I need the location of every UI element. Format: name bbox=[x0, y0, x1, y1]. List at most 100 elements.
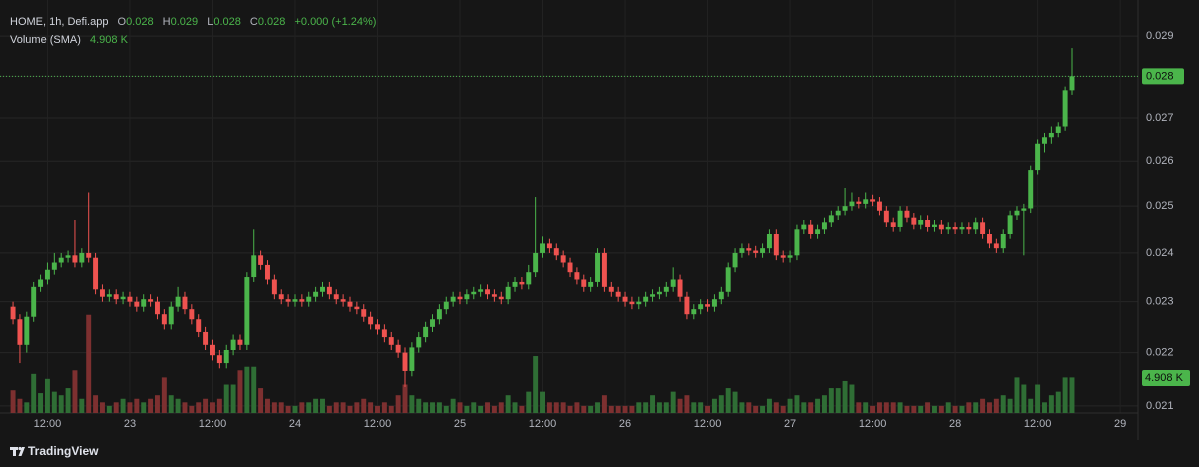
candle-body bbox=[388, 337, 394, 345]
candle-body bbox=[395, 344, 401, 353]
candle-body bbox=[258, 255, 264, 265]
candle-body bbox=[285, 299, 291, 302]
volume-bar bbox=[718, 395, 724, 413]
candle-body bbox=[904, 210, 910, 218]
volume-bar bbox=[890, 402, 896, 413]
volume-bar bbox=[883, 402, 889, 413]
volume-bar bbox=[794, 395, 800, 413]
volume-bar bbox=[340, 402, 346, 413]
candle-body bbox=[821, 222, 827, 230]
x-tick-label: 28 bbox=[949, 418, 961, 430]
volume-bar bbox=[395, 395, 401, 413]
volume-bar bbox=[265, 398, 270, 413]
candle-body bbox=[540, 243, 546, 253]
candle-body bbox=[498, 296, 504, 300]
volume-bar bbox=[629, 405, 635, 413]
volume-bar bbox=[993, 398, 999, 413]
candle-body bbox=[17, 319, 23, 345]
volume-bar bbox=[478, 405, 484, 413]
candle-body bbox=[485, 289, 490, 295]
volume-bar bbox=[938, 405, 944, 413]
candle-body bbox=[842, 206, 848, 211]
candle-body bbox=[72, 255, 78, 263]
logo-shape bbox=[18, 447, 25, 456]
candle-body bbox=[650, 294, 656, 297]
volume-bar bbox=[856, 402, 862, 413]
logo-shape bbox=[18, 446, 22, 451]
candle-body bbox=[1014, 210, 1020, 216]
candle-body bbox=[161, 314, 167, 325]
volume-bar bbox=[732, 391, 738, 413]
candle-body bbox=[223, 349, 229, 364]
candle-body bbox=[760, 248, 766, 253]
y-tick-label: 0.022 bbox=[1146, 347, 1174, 359]
candle-body bbox=[952, 226, 958, 230]
volume-bar bbox=[615, 405, 621, 413]
candle-body bbox=[519, 281, 525, 285]
x-tick-label: 26 bbox=[619, 418, 631, 430]
candle-body bbox=[684, 296, 690, 315]
ohlc-label: O bbox=[117, 16, 127, 28]
volume-bar bbox=[65, 388, 71, 413]
volume-bar bbox=[216, 398, 222, 413]
tradingview-logo: TradingView bbox=[10, 444, 99, 458]
ohlc-value: 0.028 bbox=[257, 16, 286, 28]
candle-body bbox=[10, 306, 16, 320]
x-tick-label: 29 bbox=[1114, 418, 1126, 430]
candle-body bbox=[443, 301, 449, 310]
candle-body bbox=[326, 286, 332, 295]
candle-body bbox=[1007, 215, 1013, 234]
volume-bar bbox=[471, 402, 477, 413]
volume-bar bbox=[870, 405, 876, 413]
candle-body bbox=[99, 289, 105, 297]
candle-body bbox=[381, 329, 387, 338]
volume-bar bbox=[354, 402, 360, 413]
volume-bar bbox=[285, 405, 291, 413]
volume-bar bbox=[801, 402, 807, 413]
candle-body bbox=[1021, 208, 1027, 211]
ohlc-value: 0.028 bbox=[213, 16, 241, 28]
x-tick-label: 12:00 bbox=[364, 418, 392, 430]
volume-bar bbox=[512, 402, 518, 413]
volume-bar bbox=[38, 393, 44, 413]
y-tick-label: 0.026 bbox=[1146, 155, 1174, 167]
volume-bar bbox=[113, 402, 119, 413]
volume-bar bbox=[244, 366, 250, 413]
volume-bar bbox=[423, 402, 429, 413]
volume-bar bbox=[457, 402, 463, 413]
candle-body bbox=[141, 299, 147, 307]
last-price-label: 0.028 bbox=[1146, 70, 1174, 82]
volume-bar bbox=[1028, 398, 1034, 413]
volume-bar bbox=[711, 398, 717, 413]
volume-bar bbox=[505, 395, 511, 413]
candle-body bbox=[1028, 170, 1034, 209]
candle-body bbox=[230, 339, 236, 350]
volume-bar bbox=[925, 402, 931, 413]
volume-bar bbox=[182, 402, 188, 413]
candle-body bbox=[24, 316, 30, 345]
volume-bar bbox=[959, 405, 965, 413]
legend-price-row: HOME, 1h, Defi.app O0.028 H0.029 L0.028 … bbox=[10, 13, 376, 31]
volume-bar bbox=[402, 384, 408, 413]
candle-body bbox=[430, 319, 435, 327]
volume-bar bbox=[237, 370, 243, 413]
volume-bar bbox=[326, 405, 332, 413]
candle-body bbox=[643, 296, 649, 302]
candle-body bbox=[127, 296, 133, 302]
candle-body bbox=[828, 215, 834, 223]
candle-body bbox=[292, 299, 298, 302]
volume-bar bbox=[196, 402, 202, 413]
volume-bar bbox=[251, 366, 257, 413]
volume-bar bbox=[271, 402, 277, 413]
volume-sma-box bbox=[1142, 370, 1190, 387]
volume-bar bbox=[168, 395, 174, 413]
candle-body bbox=[175, 296, 181, 307]
candle-body bbox=[911, 217, 917, 225]
candle-body bbox=[787, 255, 793, 258]
candle-body bbox=[271, 279, 277, 295]
volume-bar bbox=[828, 388, 834, 413]
volume-bar bbox=[526, 391, 532, 413]
volume-bar bbox=[636, 402, 642, 413]
y-tick-label: 0.023 bbox=[1146, 296, 1174, 308]
